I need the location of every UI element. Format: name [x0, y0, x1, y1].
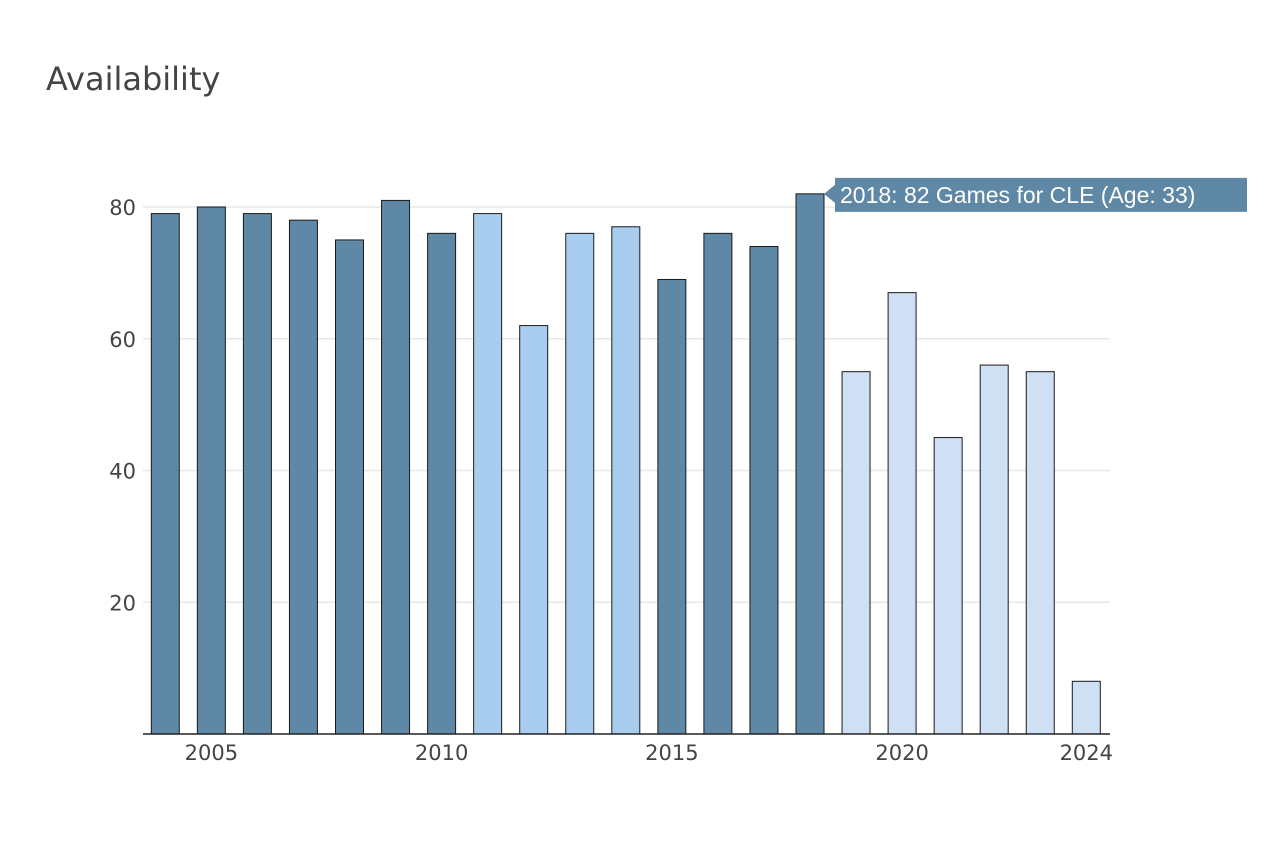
y-tick-label-20: 20 [109, 591, 136, 615]
bar-2019[interactable] [841, 371, 871, 735]
x-tick-label-2005: 2005 [185, 741, 238, 765]
bar-2023[interactable] [1025, 371, 1055, 735]
bar-2014[interactable] [611, 226, 641, 735]
bar-2018[interactable] [795, 193, 825, 735]
x-tick-label-2010: 2010 [415, 741, 468, 765]
tooltip-label: 2018: 82 Games for CLE (Age: 33) [840, 182, 1195, 208]
x-tick-label-2015: 2015 [645, 741, 698, 765]
hover-tooltip: 2018: 82 Games for CLE (Age: 33) [824, 177, 1247, 212]
y-tick-label-80: 80 [109, 196, 136, 220]
bar-2020[interactable] [887, 292, 917, 735]
bar-2012[interactable] [519, 325, 549, 735]
bar-2013[interactable] [565, 232, 595, 735]
bar-2016[interactable] [703, 232, 733, 735]
bar-2021[interactable] [933, 437, 963, 735]
bar-2024[interactable] [1071, 680, 1101, 735]
x-tick-label-2024: 2024 [1060, 741, 1113, 765]
bar-2009[interactable] [381, 199, 411, 735]
bars [150, 193, 1101, 735]
bar-2010[interactable] [427, 232, 457, 735]
bar-2005[interactable] [196, 206, 226, 735]
chart-title: Availability [46, 60, 221, 98]
y-tick-label-40: 40 [109, 460, 136, 484]
tooltip-box [824, 177, 1247, 212]
bar-2007[interactable] [288, 219, 318, 735]
x-tick-label-2020: 2020 [875, 741, 928, 765]
bar-2022[interactable] [979, 364, 1009, 735]
tick-labels: 20 40 60 80 2005 2010 2015 2020 2024 [109, 196, 1113, 765]
bar-2015[interactable] [657, 278, 687, 735]
bar-2017[interactable] [749, 246, 779, 735]
bar-2011[interactable] [473, 213, 503, 735]
bar-2006[interactable] [242, 213, 272, 735]
y-tick-label-60: 60 [109, 328, 136, 352]
bar-2008[interactable] [335, 239, 364, 735]
bar-2004[interactable] [150, 213, 180, 735]
